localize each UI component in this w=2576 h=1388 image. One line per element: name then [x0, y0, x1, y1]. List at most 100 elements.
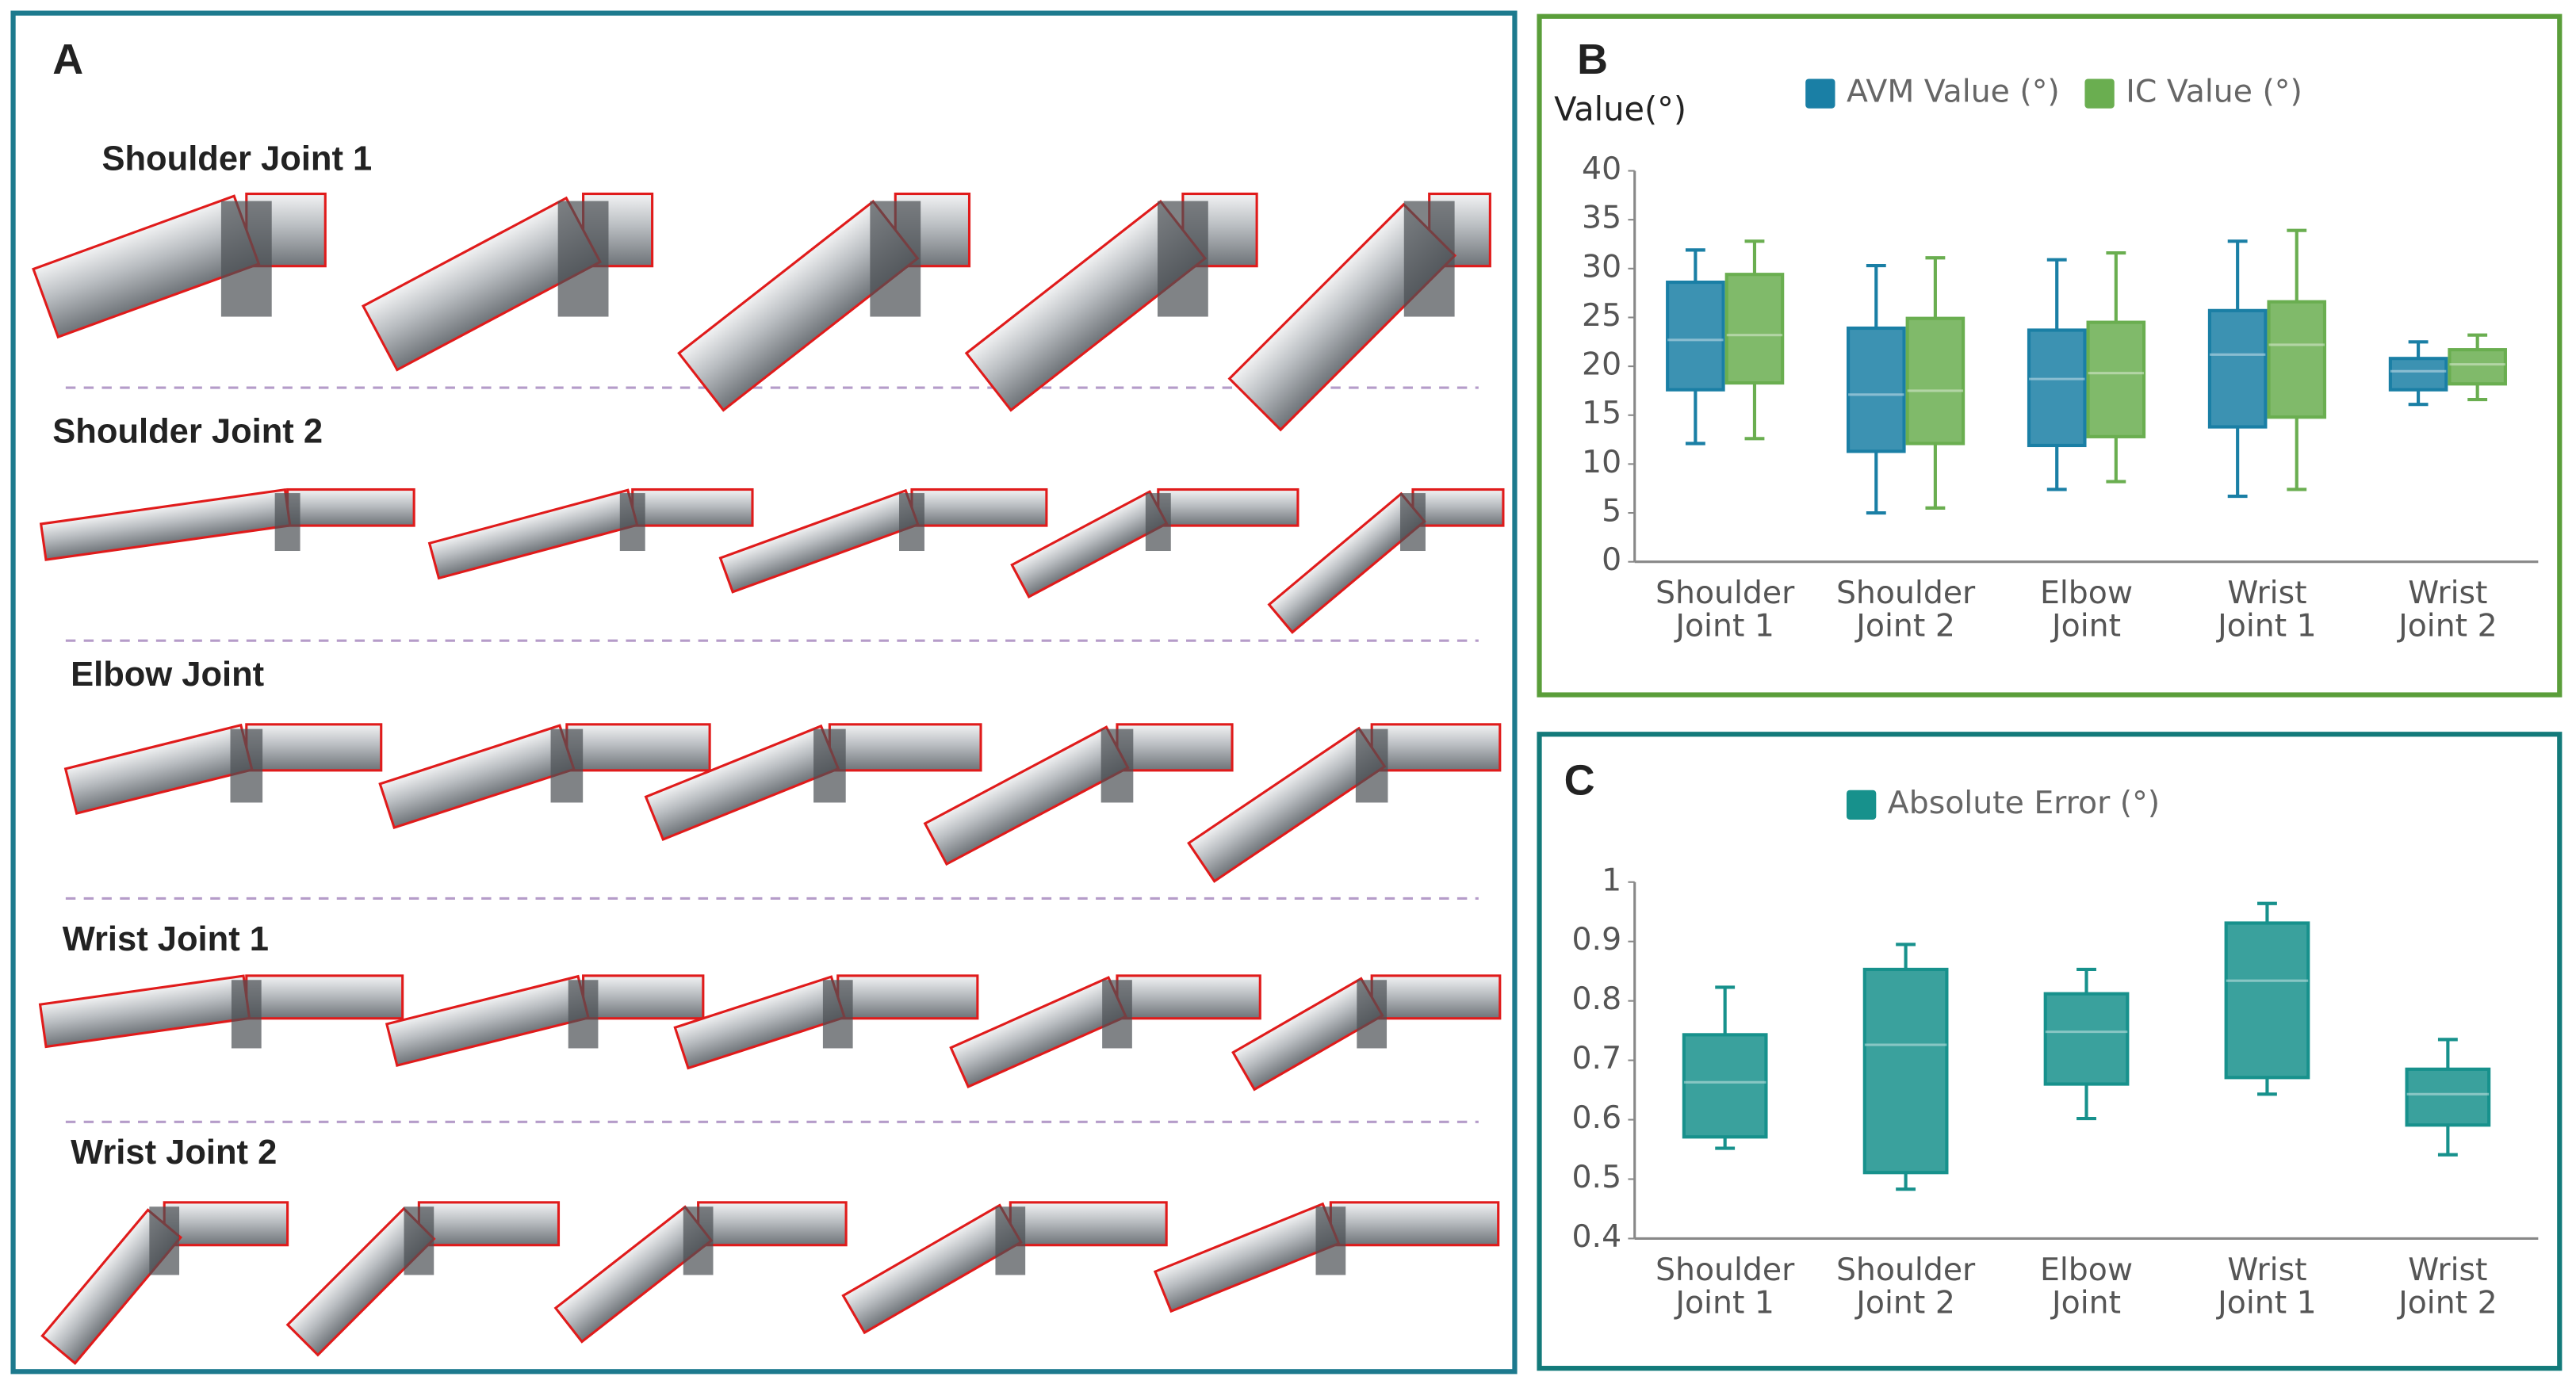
instrument-shaft: [828, 723, 982, 772]
y-tick-label: 30: [1582, 248, 1621, 285]
y-tick-label: 0.7: [1572, 1040, 1622, 1076]
row-title: Shoulder Joint 1: [101, 140, 372, 178]
x-tick-label: Wrist Joint 2: [2396, 1251, 2498, 1320]
x-tick-label-line: Shoulder: [1655, 575, 1795, 611]
instrument-shaft: [910, 488, 1048, 527]
instrument-joint: [404, 1206, 434, 1275]
instrument: [553, 1201, 848, 1344]
box-group: [1682, 985, 1768, 1150]
box: [1862, 967, 1949, 1175]
instrument-shaft: [631, 488, 754, 527]
instrument: [385, 974, 705, 1067]
legend-swatch: [2084, 78, 2115, 109]
instrument-tip: [378, 724, 576, 830]
instrument-shaft: [1329, 1201, 1500, 1247]
panel-letter: C: [1564, 757, 1595, 805]
instrument-joint: [550, 728, 584, 803]
y-tick-label: 20: [1582, 346, 1621, 383]
instrument-shaft: [1009, 1201, 1168, 1247]
box-group: [2267, 228, 2327, 491]
y-axis-label: Value(°): [1554, 90, 1686, 128]
x-tick-label-line: Joint 2: [2396, 1284, 2498, 1321]
instrument-joint: [1102, 980, 1132, 1049]
instrument: [1267, 488, 1505, 634]
instrument-shaft: [582, 974, 705, 1020]
instrument-tip-body: [39, 488, 292, 561]
row-title: Wrist Joint 1: [63, 920, 269, 958]
box-group: [2448, 333, 2507, 402]
legend-label: Absolute Error (°): [1888, 785, 2160, 821]
x-tick-label-line: Joint 2: [2396, 607, 2498, 644]
instrument-joint: [1100, 728, 1134, 803]
box: [2405, 1067, 2491, 1127]
box-group: [1724, 239, 1785, 441]
x-tick-label-line: Joint 1: [2215, 1284, 2317, 1321]
box: [1666, 280, 1725, 392]
panel-b-frame: [1537, 13, 2563, 698]
x-tick-label: Wrist Joint 2: [2396, 575, 2498, 644]
instrument-joint: [557, 201, 609, 317]
box: [2207, 308, 2268, 429]
instrument-joint: [1400, 493, 1426, 552]
instrument: [841, 1201, 1168, 1335]
x-tick-label: Shoulder Joint 2: [1836, 575, 1976, 644]
legend-swatch: [1805, 78, 1835, 109]
box-group: [2224, 901, 2310, 1096]
instrument-joint: [1355, 728, 1388, 803]
instrument: [1010, 488, 1299, 598]
y-tick-label: 5: [1602, 493, 1621, 530]
y-tick-label: 0: [1602, 541, 1621, 578]
x-tick-label-line: Elbow: [2040, 575, 2133, 611]
y-tick-label: 1: [1602, 862, 1621, 898]
instrument-shaft: [245, 974, 404, 1020]
x-tick-label-line: Joint: [2050, 1284, 2121, 1321]
instrument-joint: [274, 493, 300, 552]
instrument-shaft: [1116, 974, 1261, 1020]
y-tick-label: 0.4: [1572, 1218, 1622, 1255]
instrument: [718, 488, 1048, 594]
instrument-tip-body: [38, 974, 251, 1049]
x-tick-label-line: Wrist: [2408, 1251, 2487, 1287]
instrument-shaft: [1370, 723, 1502, 772]
instrument: [63, 723, 383, 816]
box: [2388, 357, 2448, 392]
legend-label: IC Value (°): [2126, 74, 2302, 110]
x-tick-label-line: Joint 1: [1673, 1284, 1774, 1321]
x-tick-label: Wrist Joint 1: [2215, 1251, 2317, 1320]
x-tick-label-line: Joint 1: [1673, 607, 1774, 644]
instrument-tip-body: [1153, 1202, 1341, 1313]
instrument-shaft: [163, 1201, 289, 1247]
x-tick-label-line: Joint 1: [2215, 607, 2317, 644]
instrument: [285, 1201, 561, 1357]
y-tick-label: 25: [1582, 297, 1621, 334]
box-group: [1862, 943, 1949, 1191]
instrument: [39, 488, 415, 561]
instrument-joint: [813, 728, 846, 803]
box: [2224, 921, 2310, 1080]
instrument: [1227, 192, 1491, 432]
instrument-joint: [822, 980, 853, 1049]
x-tick-label-line: Shoulder: [1836, 575, 1976, 611]
y-tick-label: 10: [1582, 444, 1621, 480]
y-tick-label: 0.9: [1572, 921, 1622, 958]
box: [2448, 348, 2507, 386]
instrument-joint: [995, 1206, 1026, 1275]
row-title: Wrist Joint 2: [71, 1134, 277, 1172]
instrument-tip: [385, 974, 590, 1067]
y-tick-label: 0.8: [1572, 981, 1622, 1017]
instrument: [1187, 723, 1502, 883]
instrument: [40, 1201, 289, 1366]
box-group: [2388, 340, 2448, 407]
instrument-tip: [841, 1203, 1023, 1335]
instrument-joint: [1315, 1206, 1346, 1275]
instrument-tip: [1153, 1202, 1341, 1313]
box: [1847, 326, 1906, 453]
instrument-tip: [63, 723, 254, 816]
x-tick-label-line: Joint: [2050, 607, 2121, 644]
instrument-tip-body: [63, 723, 254, 816]
instrument-tip-body: [841, 1203, 1023, 1335]
instrument: [361, 192, 654, 372]
instrument: [427, 488, 754, 580]
box: [1905, 316, 1965, 445]
